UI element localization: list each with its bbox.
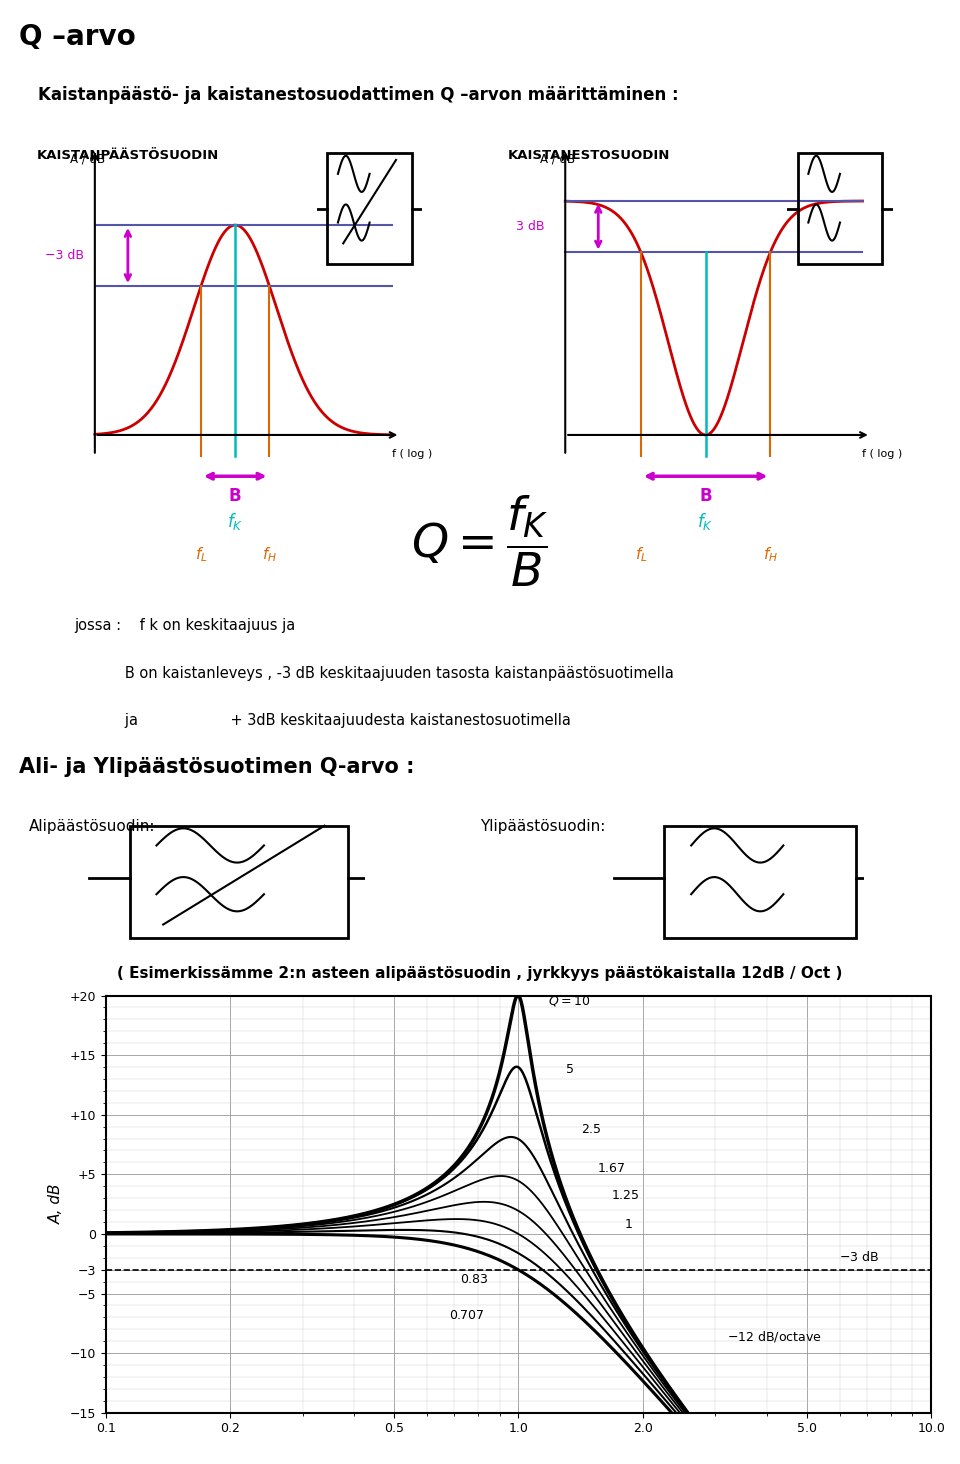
Text: $0.707$: $0.707$ [449,1309,485,1322]
Bar [327,154,412,264]
Text: Ali- ja Ylipäästösuotimen Q-arvo :: Ali- ja Ylipäästösuotimen Q-arvo : [19,757,415,777]
Text: Q –arvo: Q –arvo [19,22,136,51]
Text: $Q = 10$: $Q = 10$ [548,994,590,1009]
Text: B on kaistanleveys , -3 dB keskitaajuuden tasosta kaistanpäästösuotimella: B on kaistanleveys , -3 dB keskitaajuude… [75,666,674,681]
Text: $-12\ \mathrm{dB/octave}$: $-12\ \mathrm{dB/octave}$ [727,1329,822,1344]
Text: $0.83$: $0.83$ [460,1272,488,1285]
Text: jossa :    f k on keskitaajuus ja: jossa : f k on keskitaajuus ja [75,618,296,632]
Text: B: B [699,486,712,505]
Text: f ( log ): f ( log ) [392,448,432,458]
Text: $f_L$: $f_L$ [195,545,207,564]
Text: $1.25$: $1.25$ [612,1189,639,1202]
Text: $-3\ \mathrm{dB}$: $-3\ \mathrm{dB}$ [839,1250,879,1263]
Text: A / dB: A / dB [70,152,106,165]
Text: $f_K$: $f_K$ [698,511,713,531]
Text: $f_K$: $f_K$ [228,511,243,531]
Text: Kaistanpäästö- ja kaistanestosuodattimen Q –arvon määrittäminen :: Kaistanpäästö- ja kaistanestosuodattimen… [37,86,679,104]
Bar [130,826,348,938]
Text: ( Esimerkissämme 2:n asteen alipäästösuodin , jyrkkyys päästökaistalla 12dB / Oc: ( Esimerkissämme 2:n asteen alipäästösuo… [117,966,843,981]
Text: Ylipäästösuodin:: Ylipäästösuodin: [480,820,606,834]
Text: $f_L$: $f_L$ [635,545,647,564]
Text: A / dB: A / dB [540,152,576,165]
Text: KAISTANPÄÄSTÖSUODIN: KAISTANPÄÄSTÖSUODIN [37,149,219,163]
Text: $f_H$: $f_H$ [262,545,276,564]
Text: Alipäästösuodin:: Alipäästösuodin: [29,820,156,834]
Bar [664,826,856,938]
Text: KAISTANESTOSUODIN: KAISTANESTOSUODIN [508,149,670,163]
Text: $5$: $5$ [565,1063,574,1076]
Text: ja                    + 3dB keskitaajuudesta kaistanestosuotimella: ja + 3dB keskitaajuudesta kaistanestosuo… [75,713,571,728]
Text: $Q = \dfrac{f_K}{B}$: $Q = \dfrac{f_K}{B}$ [411,493,549,590]
Y-axis label: A, dB: A, dB [49,1184,63,1224]
Text: f ( log ): f ( log ) [862,448,902,458]
Text: $1$: $1$ [624,1218,633,1231]
Text: B: B [228,486,242,505]
Bar [798,154,882,264]
Text: $2.5$: $2.5$ [581,1123,602,1136]
Text: 3 dB: 3 dB [516,220,544,233]
Text: $1.67$: $1.67$ [597,1162,626,1176]
Text: −3 dB: −3 dB [45,249,84,262]
Text: $f_H$: $f_H$ [762,545,778,564]
